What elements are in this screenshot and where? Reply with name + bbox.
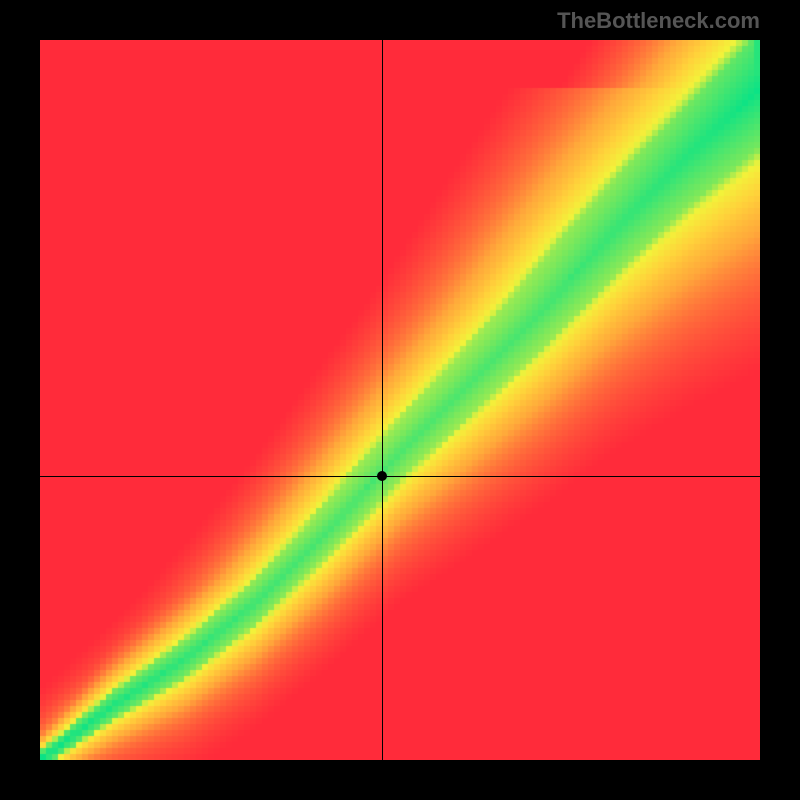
marker-dot (377, 471, 387, 481)
heatmap-canvas (40, 40, 760, 760)
plot-area (40, 40, 760, 760)
watermark-text: TheBottleneck.com (557, 8, 760, 34)
chart-container: TheBottleneck.com (0, 0, 800, 800)
crosshair-vertical (382, 40, 383, 760)
crosshair-horizontal (40, 476, 760, 477)
